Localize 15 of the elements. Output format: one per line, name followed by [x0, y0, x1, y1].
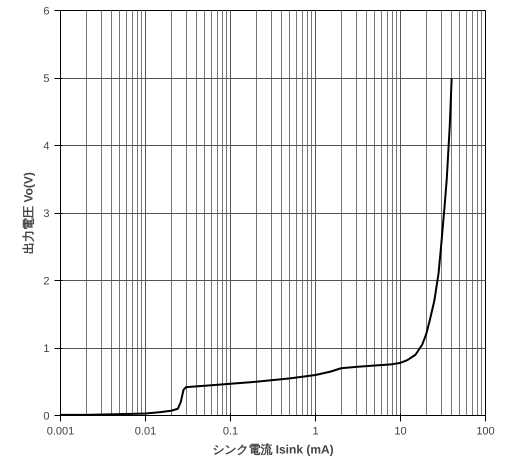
- y-tick-label: 4: [43, 140, 50, 152]
- y-tick-label: 5: [43, 73, 50, 85]
- x-tick-label: 0.01: [134, 426, 156, 438]
- x-tick-label: 10: [394, 426, 407, 438]
- y-tick-label: 1: [43, 343, 50, 355]
- x-tick-label: 1: [312, 426, 319, 438]
- x-axis-title: シンク電流 Isink (mA): [212, 442, 334, 456]
- y-tick-label: 6: [43, 6, 50, 18]
- x-tick-label: 0.1: [222, 426, 238, 438]
- x-tick-label: 0.001: [46, 426, 74, 438]
- y-tick-label: 0: [43, 410, 50, 422]
- y-tick-label: 3: [43, 208, 50, 220]
- y-tick-label: 2: [43, 276, 50, 288]
- y-axis-title: 出力電圧 Vo(V): [21, 172, 36, 254]
- x-tick-label: 100: [476, 426, 495, 438]
